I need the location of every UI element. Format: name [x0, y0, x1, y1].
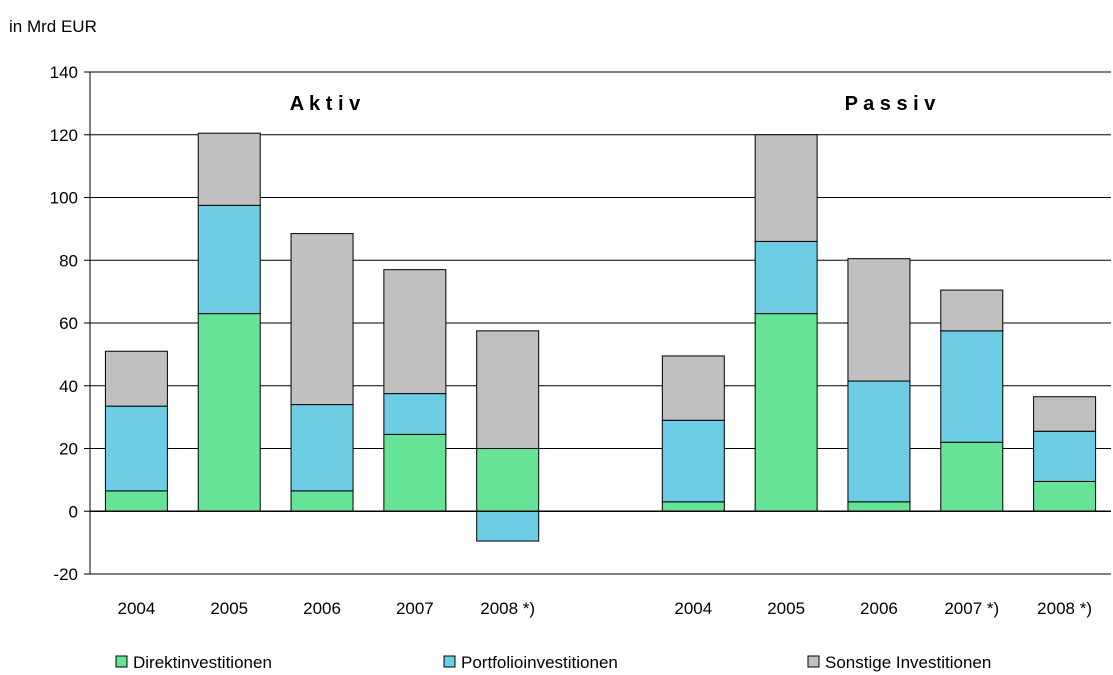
x-tick-label: 2004	[117, 599, 155, 618]
bar-segment	[755, 135, 817, 242]
x-tick-label: 2005	[767, 599, 805, 618]
bar-segment	[384, 270, 446, 394]
bar-segment	[941, 442, 1003, 511]
y-tick-label: 140	[50, 63, 78, 82]
bar-segment	[105, 351, 167, 406]
legend-label: Direktinvestitionen	[133, 653, 272, 672]
x-tick-label: 2004	[674, 599, 712, 618]
x-tick-label: 2006	[860, 599, 898, 618]
y-tick-label: 60	[59, 314, 78, 333]
bar-segment	[662, 502, 724, 511]
legend: Direktinvestitionen Portfolioinvestitione…	[116, 653, 991, 672]
bar-segment	[291, 234, 353, 405]
y-tick-label: -20	[53, 565, 78, 584]
bar-segment	[941, 290, 1003, 331]
legend-swatch	[808, 656, 819, 667]
bar-segment	[198, 133, 260, 205]
y-tick-label: 0	[69, 502, 78, 521]
bar-segment	[198, 205, 260, 313]
bar-segment	[755, 241, 817, 313]
x-tick-label: 2006	[303, 599, 341, 618]
bar-segment	[1034, 397, 1096, 432]
x-tick-label: 2005	[210, 599, 248, 618]
bar-segment	[291, 405, 353, 491]
bar-segment	[477, 511, 539, 541]
bar-segment	[662, 356, 724, 420]
x-tick-label: 2007	[396, 599, 434, 618]
bar-segment	[755, 314, 817, 512]
x-tick-label: 2007 *)	[944, 599, 999, 618]
bar-segment	[291, 491, 353, 511]
bar-segment	[105, 491, 167, 511]
y-tick-label: 80	[59, 251, 78, 270]
x-tick-label: 2008 *)	[1037, 599, 1092, 618]
y-axis-unit-label: in Mrd EUR	[9, 17, 97, 36]
bar-segment	[198, 314, 260, 512]
legend-swatch	[116, 656, 127, 667]
legend-label: Portfolioinvestitionen	[461, 653, 618, 672]
x-tick-label: 2008 *)	[480, 599, 535, 618]
bar-segment	[105, 406, 167, 491]
bar-segment	[662, 420, 724, 502]
legend-label: Sonstige Investitionen	[825, 653, 991, 672]
bar-segment	[384, 434, 446, 511]
bar-segment	[941, 331, 1003, 442]
legend-swatch	[444, 656, 455, 667]
bar-segment	[477, 449, 539, 512]
bar-segment	[477, 331, 539, 449]
bar-segment	[848, 259, 910, 381]
bar-segment	[1034, 481, 1096, 511]
bar-segment	[384, 394, 446, 435]
y-tick-label: 20	[59, 440, 78, 459]
bar-segment	[1034, 431, 1096, 481]
y-tick-label: 100	[50, 189, 78, 208]
group-title-passiv: P a s s i v	[845, 93, 937, 115]
bars	[105, 133, 1095, 541]
bar-segment	[848, 502, 910, 511]
group-title-aktiv: A k t i v	[290, 93, 361, 115]
y-tick-label: 120	[50, 126, 78, 145]
bar-segment	[848, 381, 910, 502]
y-tick-label: 40	[59, 377, 78, 396]
